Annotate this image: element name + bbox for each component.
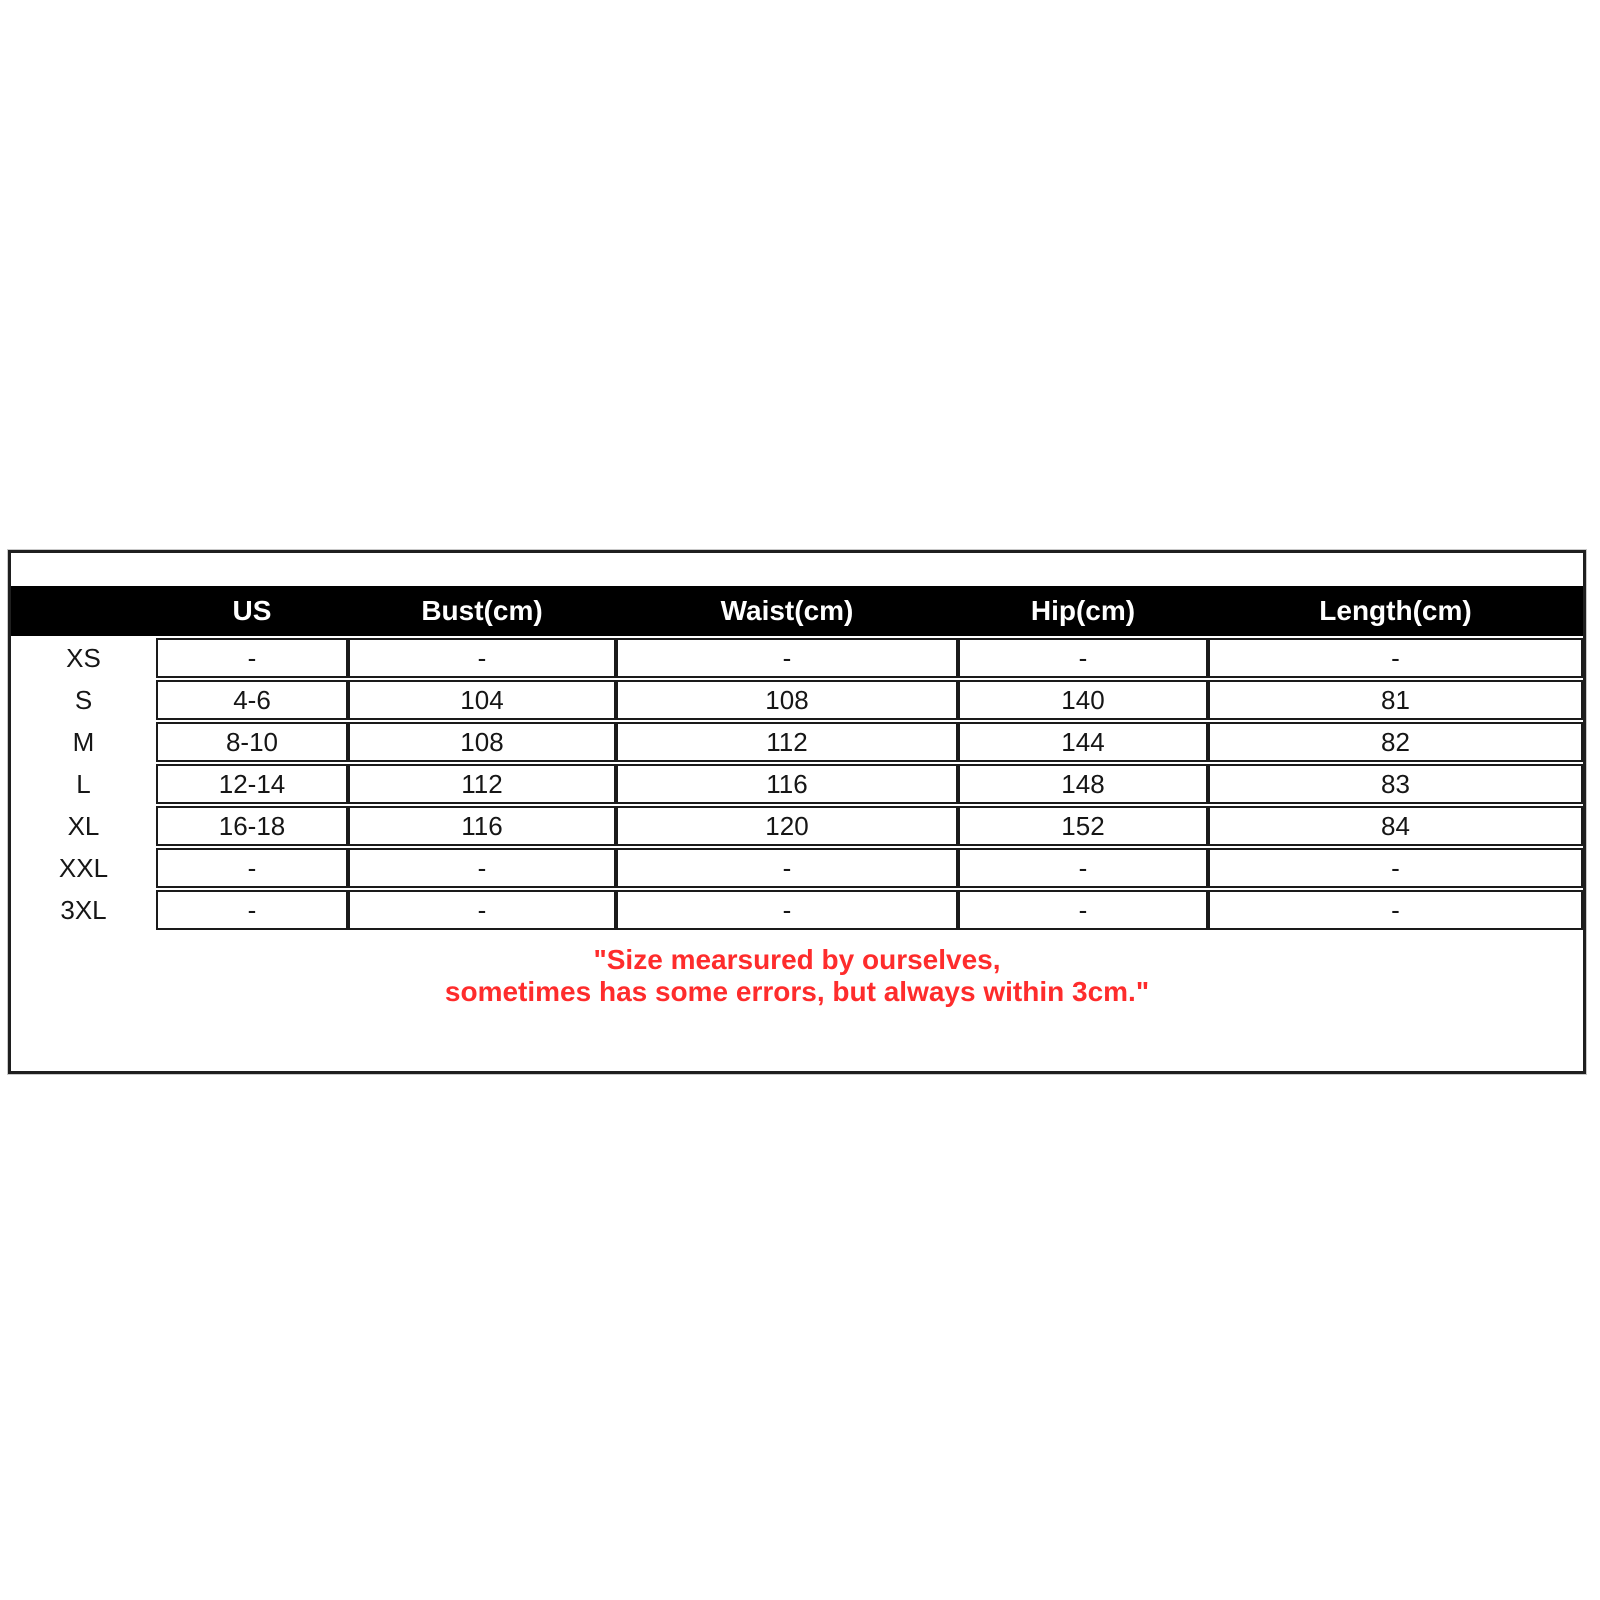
cell-hip: 140: [958, 680, 1208, 720]
cell-us: 4-6: [156, 680, 348, 720]
cell-hip: 148: [958, 764, 1208, 804]
cell-length: -: [1208, 638, 1583, 678]
cell-us: -: [156, 638, 348, 678]
cell-length: 82: [1208, 722, 1583, 762]
cell-us: -: [156, 848, 348, 888]
cell-waist: 116: [616, 764, 958, 804]
cell-length: 84: [1208, 806, 1583, 846]
table-header-row: US Bust(cm) Waist(cm) Hip(cm) Length(cm): [11, 586, 1583, 636]
table-row-xl: XL 16-18 116 120 152 84: [11, 806, 1583, 846]
size-chart-table: US Bust(cm) Waist(cm) Hip(cm) Length(cm)…: [11, 584, 1583, 932]
column-header-bust: Bust(cm): [348, 586, 616, 636]
cell-length: -: [1208, 890, 1583, 930]
cell-hip: 152: [958, 806, 1208, 846]
note-line-2: sometimes has some errors, but always wi…: [444, 976, 1150, 1007]
cell-length: -: [1208, 848, 1583, 888]
cell-waist: 108: [616, 680, 958, 720]
note-line-1: "Size mearsured by ourselves,: [593, 944, 1001, 975]
table-row-m: M 8-10 108 112 144 82: [11, 722, 1583, 762]
cell-us: -: [156, 890, 348, 930]
cell-us: 12-14: [156, 764, 348, 804]
row-size-label: XXL: [58, 852, 109, 883]
cell-length: 81: [1208, 680, 1583, 720]
column-header-hip: Hip(cm): [958, 586, 1208, 636]
row-size-label: XL: [67, 810, 100, 841]
cell-bust: 112: [348, 764, 616, 804]
column-header-us: US: [156, 586, 348, 636]
table-row-xxl: XXL - - - - -: [11, 848, 1583, 888]
cell-waist: -: [616, 638, 958, 678]
size-chart-panel: US Bust(cm) Waist(cm) Hip(cm) Length(cm)…: [7, 549, 1587, 1075]
table-row-xs: XS - - - - -: [11, 638, 1583, 678]
row-size-label: XS: [66, 642, 101, 673]
column-header-length: Length(cm): [1208, 586, 1583, 636]
cell-waist: 112: [616, 722, 958, 762]
cell-hip: -: [958, 638, 1208, 678]
cell-waist: 120: [616, 806, 958, 846]
row-size-label: S: [74, 684, 93, 715]
cell-hip: -: [958, 848, 1208, 888]
row-size-label: L: [76, 768, 91, 799]
cell-bust: 104: [348, 680, 616, 720]
cell-hip: 144: [958, 722, 1208, 762]
table-row-3xl: 3XL - - - - -: [11, 890, 1583, 930]
cell-us: 16-18: [156, 806, 348, 846]
table-row-s: S 4-6 104 108 140 81: [11, 680, 1583, 720]
cell-waist: -: [616, 890, 958, 930]
cell-bust: -: [348, 890, 616, 930]
table-row-l: L 12-14 112 116 148 83: [11, 764, 1583, 804]
cell-hip: -: [958, 890, 1208, 930]
cell-length: 83: [1208, 764, 1583, 804]
column-header-waist: Waist(cm): [616, 586, 958, 636]
cell-bust: 108: [348, 722, 616, 762]
header-corner-cell: [11, 586, 156, 636]
measurement-note: "Size mearsured by ourselves, sometimes …: [11, 944, 1583, 1008]
cell-waist: -: [616, 848, 958, 888]
cell-bust: -: [348, 848, 616, 888]
row-size-label: M: [72, 726, 95, 757]
cell-us: 8-10: [156, 722, 348, 762]
row-size-label: 3XL: [60, 894, 107, 925]
cell-bust: 116: [348, 806, 616, 846]
cell-bust: -: [348, 638, 616, 678]
